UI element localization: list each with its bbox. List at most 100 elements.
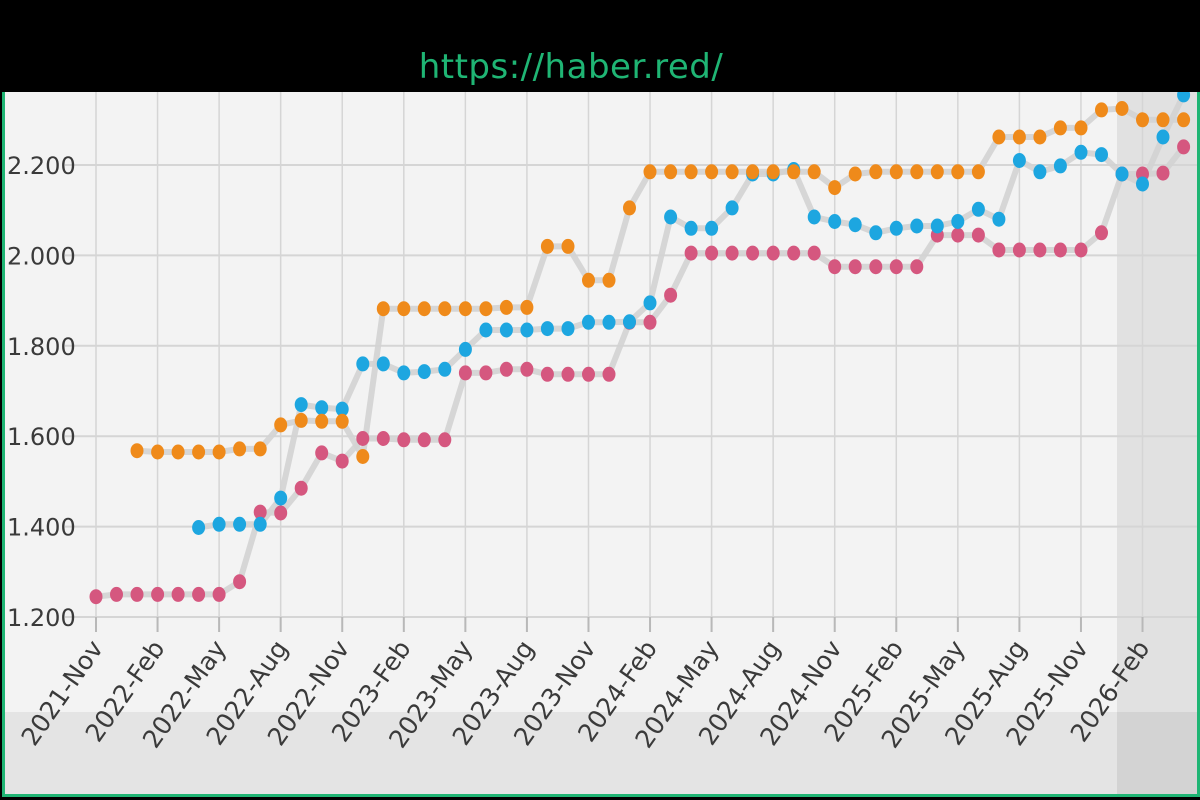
- data-point: [253, 504, 267, 520]
- data-point: [684, 164, 698, 180]
- data-point: [992, 242, 1006, 258]
- data-point: [582, 272, 595, 288]
- data-point: [356, 356, 370, 372]
- data-point: [233, 516, 247, 532]
- data-point: [151, 586, 165, 602]
- data-point: [335, 453, 349, 469]
- y-tick-label: 1.400: [7, 514, 76, 542]
- data-point: [438, 301, 452, 317]
- data-point: [848, 217, 862, 233]
- y-axis-ticks: 1.200 1.400 1.600 1.800 2.000 2.200: [7, 152, 76, 632]
- data-point: [725, 245, 739, 261]
- data-point: [910, 218, 924, 234]
- data-point: [1012, 129, 1026, 145]
- data-point: [335, 413, 349, 429]
- data-point: [705, 245, 719, 261]
- data-point: [294, 397, 308, 413]
- data-point: [274, 505, 288, 521]
- data-point: [376, 301, 390, 317]
- data-point: [869, 225, 883, 241]
- data-point: [746, 164, 760, 180]
- data-point: [1177, 139, 1191, 155]
- data-point: [1156, 112, 1170, 128]
- data-point: [192, 444, 206, 460]
- data-point: [315, 413, 329, 429]
- data-point: [1115, 101, 1129, 116]
- data-point: [1053, 120, 1067, 136]
- data-point: [951, 214, 965, 229]
- data-point: [397, 365, 411, 381]
- data-point: [479, 365, 493, 381]
- data-point: [889, 259, 903, 275]
- data-point: [582, 366, 595, 382]
- data-point: [499, 361, 513, 377]
- data-point: [499, 322, 513, 338]
- data-point: [623, 314, 636, 330]
- y-tick-label: 1.600: [7, 423, 76, 451]
- data-point: [930, 164, 944, 180]
- right-shade: [1117, 92, 1197, 794]
- data-point: [561, 321, 575, 337]
- data-point: [848, 166, 862, 182]
- data-point: [766, 245, 780, 261]
- data-point: [479, 301, 493, 317]
- data-point: [602, 366, 616, 382]
- data-point: [807, 209, 821, 225]
- data-point: [664, 209, 678, 225]
- data-point: [971, 227, 985, 243]
- data-point: [828, 214, 842, 229]
- data-point: [623, 200, 636, 216]
- data-point: [561, 238, 575, 254]
- data-point: [889, 220, 903, 236]
- data-point: [151, 444, 165, 460]
- data-point: [1033, 129, 1047, 145]
- data-point: [1012, 153, 1026, 168]
- data-point: [274, 417, 288, 433]
- data-point: [192, 520, 206, 535]
- data-point: [417, 301, 431, 317]
- data-point: [1033, 164, 1047, 180]
- data-point: [664, 287, 678, 303]
- data-point: [869, 259, 883, 275]
- data-point: [458, 341, 472, 357]
- data-point: [397, 301, 411, 317]
- data-point: [315, 445, 329, 461]
- data-point: [992, 211, 1006, 227]
- data-point: [643, 314, 657, 330]
- data-points: [89, 92, 1191, 605]
- data-point: [766, 164, 780, 180]
- data-point: [1012, 242, 1026, 258]
- data-point: [643, 295, 657, 311]
- data-point: [1053, 158, 1067, 174]
- data-point: [889, 164, 903, 180]
- y-tick-label: 2.000: [7, 242, 76, 270]
- data-point: [561, 366, 575, 382]
- data-point: [335, 401, 349, 417]
- data-point: [807, 164, 821, 180]
- data-point: [212, 516, 226, 532]
- data-point: [848, 259, 862, 275]
- data-point: [520, 361, 534, 377]
- data-point: [971, 164, 985, 180]
- data-point: [1156, 129, 1170, 145]
- data-point: [130, 586, 144, 602]
- data-point: [725, 200, 739, 216]
- y-tick-label: 1.200: [7, 604, 76, 632]
- banner-url[interactable]: https://haber.red/: [418, 47, 724, 87]
- data-point: [1156, 165, 1170, 181]
- data-point: [192, 586, 206, 602]
- data-point: [499, 299, 513, 315]
- data-point: [910, 164, 924, 180]
- data-point: [1177, 92, 1191, 103]
- data-point: [910, 259, 924, 275]
- data-point: [930, 218, 944, 234]
- data-point: [684, 245, 698, 261]
- data-point: [89, 589, 103, 605]
- data-point: [1033, 242, 1047, 258]
- data-point: [233, 574, 247, 590]
- data-point: [582, 314, 595, 330]
- data-point: [1095, 147, 1108, 163]
- y-tick-label: 2.200: [7, 152, 76, 180]
- chart-frame: 1.200 1.400 1.600 1.800 2.000 2.200 2021-Nov 2…: [2, 92, 1200, 797]
- data-point: [1074, 144, 1088, 160]
